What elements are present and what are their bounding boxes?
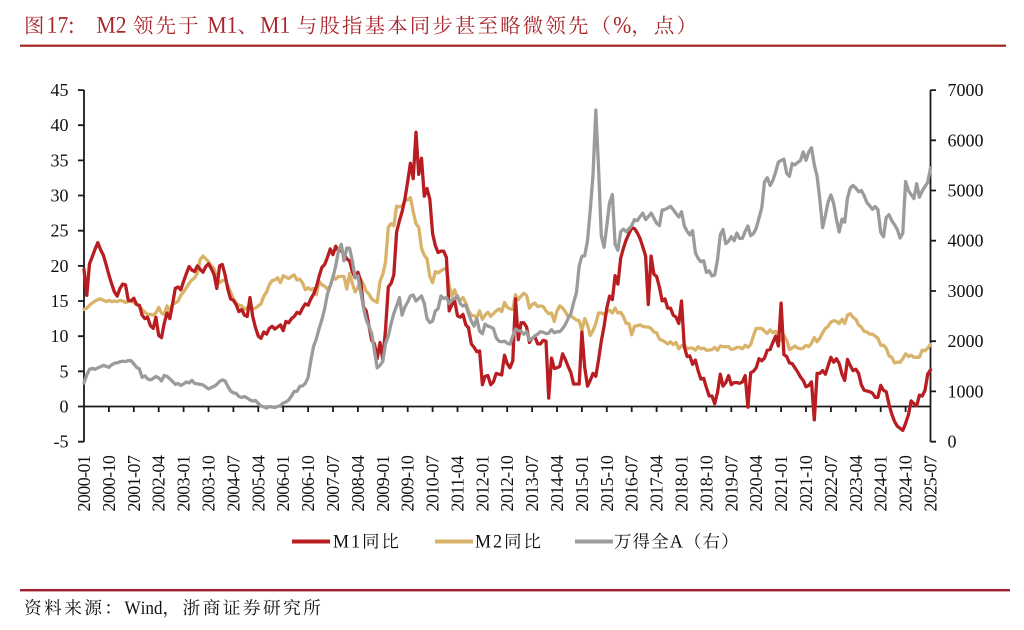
svg-text:2024-10: 2024-10	[896, 455, 916, 511]
svg-text:2009-01: 2009-01	[373, 456, 393, 512]
svg-text:2018-01: 2018-01	[672, 456, 692, 512]
svg-text:2009-10: 2009-10	[398, 455, 418, 511]
svg-text:2013-07: 2013-07	[522, 455, 542, 511]
svg-text:2000-10: 2000-10	[99, 455, 119, 511]
svg-text:1000: 1000	[948, 381, 984, 401]
svg-text:2010-07: 2010-07	[423, 455, 443, 511]
svg-text:-5: -5	[54, 432, 69, 452]
svg-text:2011-04: 2011-04	[448, 456, 468, 512]
svg-text:0: 0	[948, 432, 957, 452]
svg-text:40: 40	[51, 115, 69, 135]
svg-text:2019-07: 2019-07	[721, 455, 741, 511]
svg-text:2000-01: 2000-01	[74, 456, 94, 512]
svg-text:2024-01: 2024-01	[871, 456, 891, 512]
svg-text:2025-07: 2025-07	[921, 455, 941, 511]
svg-text:2012-10: 2012-10	[497, 455, 517, 511]
svg-text:2022-07: 2022-07	[821, 455, 841, 511]
svg-text:2003-01: 2003-01	[174, 456, 194, 512]
svg-text:2017-04: 2017-04	[647, 455, 667, 511]
svg-text:5: 5	[60, 361, 69, 381]
svg-text:10: 10	[51, 326, 69, 346]
svg-text:2001-07: 2001-07	[124, 455, 144, 511]
svg-text:2006-10: 2006-10	[298, 455, 318, 511]
svg-text:7000: 7000	[948, 80, 984, 100]
svg-text:25: 25	[51, 221, 69, 241]
svg-text:5000: 5000	[948, 181, 984, 201]
svg-text:2007-07: 2007-07	[323, 455, 343, 511]
svg-text:2016-07: 2016-07	[622, 455, 642, 511]
svg-text:2005-04: 2005-04	[248, 455, 268, 511]
svg-text:15: 15	[51, 291, 69, 311]
svg-text:2006-01: 2006-01	[273, 456, 293, 512]
svg-text:2021-01: 2021-01	[771, 456, 791, 512]
svg-text:35: 35	[51, 150, 69, 170]
svg-text:2012-01: 2012-01	[472, 456, 492, 512]
svg-text:6000: 6000	[948, 130, 984, 150]
svg-text:2018-10: 2018-10	[696, 455, 716, 511]
svg-text:2014-04: 2014-04	[547, 455, 567, 511]
svg-text:2003-10: 2003-10	[199, 455, 219, 511]
svg-text:2004-07: 2004-07	[223, 455, 243, 511]
svg-text:2015-10: 2015-10	[597, 455, 617, 511]
svg-text:0: 0	[60, 397, 69, 417]
svg-text:2020-04: 2020-04	[746, 455, 766, 511]
svg-text:2015-01: 2015-01	[572, 456, 592, 512]
svg-text:2023-04: 2023-04	[846, 455, 866, 511]
svg-text:3000: 3000	[948, 281, 984, 301]
svg-text:4000: 4000	[948, 231, 984, 251]
svg-text:45: 45	[51, 80, 69, 100]
svg-text:30: 30	[51, 186, 69, 206]
svg-text:2002-04: 2002-04	[149, 455, 169, 511]
svg-text:20: 20	[51, 256, 69, 276]
svg-text:2008-04: 2008-04	[348, 455, 368, 511]
svg-text:2021-10: 2021-10	[796, 455, 816, 511]
svg-text:2000: 2000	[948, 331, 984, 351]
